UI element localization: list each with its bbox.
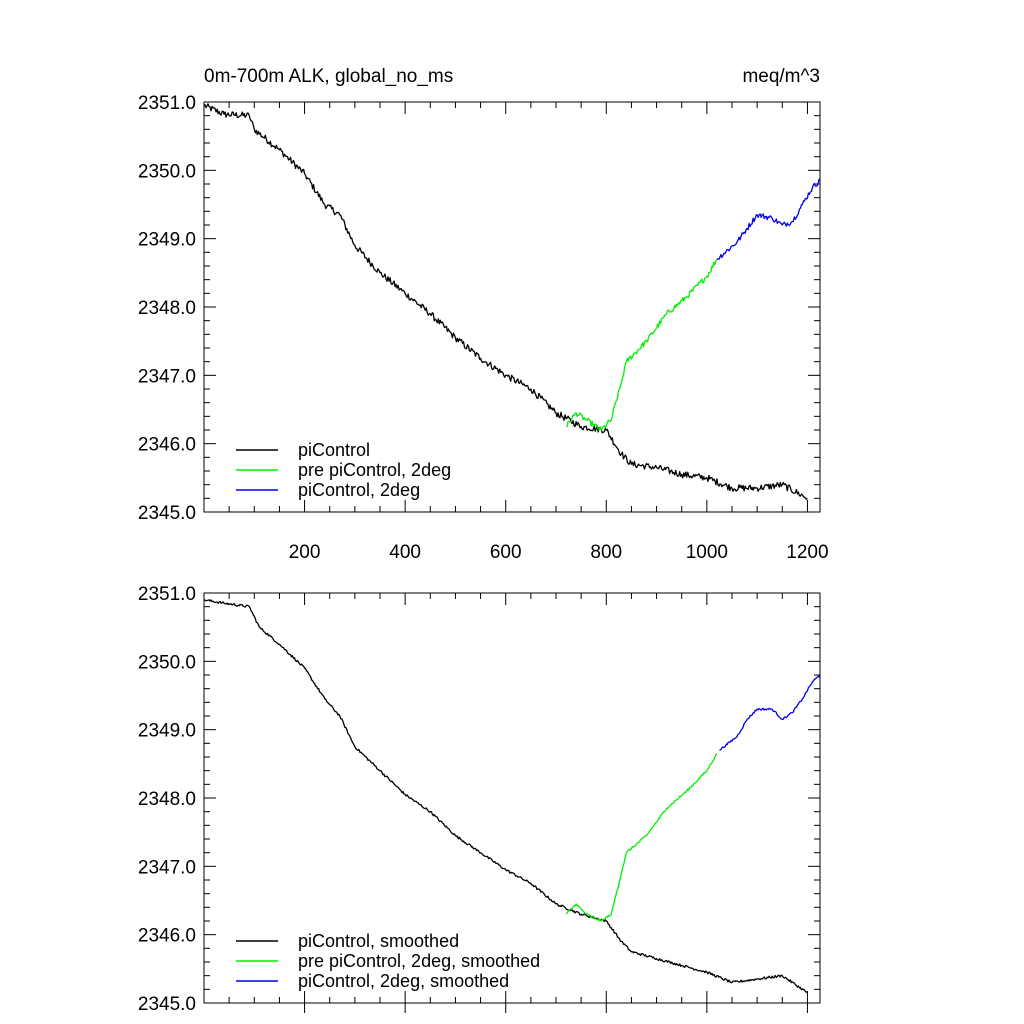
y-tick-label: 2345.0 (138, 994, 196, 1015)
top-chart-series (203, 103, 821, 500)
bottom-chart-ticks (204, 592, 820, 1013)
y-tick-label: 2346.0 (138, 435, 196, 456)
legend-label: piControl, smoothed (298, 931, 459, 951)
series-line-2 (719, 674, 821, 751)
x-tick-label: 400 (389, 542, 421, 563)
top-chart-y-tick-labels: 2345.0 2346.0 2347.0 2348.0 2349.0 2350.0 2351… (138, 93, 196, 524)
series-line-2 (716, 178, 821, 260)
top-chart-ticks (204, 101, 820, 513)
y-tick-label: 2346.0 (138, 926, 196, 947)
top-chart-frame (203, 101, 821, 513)
y-tick-label: 2349.0 (138, 721, 196, 742)
series-line-0 (203, 103, 808, 500)
y-tick-label: 2347.0 (138, 857, 196, 878)
series-line-0 (203, 599, 808, 994)
x-tick-label: 600 (490, 542, 522, 563)
series-line-1 (566, 258, 718, 431)
x-tick-label: 800 (590, 542, 622, 563)
y-tick-label: 2348.0 (138, 789, 196, 810)
top-chart-x-tick-labels: 200 400 600 800 1000 1200 (289, 542, 829, 563)
y-tick-label: 2350.0 (138, 161, 196, 182)
y-tick-label: 2348.0 (138, 298, 196, 319)
y-tick-label: 2350.0 (138, 652, 196, 673)
legend-label: pre piControl, 2deg (298, 460, 451, 480)
x-tick-label: 1200 (786, 542, 828, 563)
y-tick-label: 2347.0 (138, 366, 196, 387)
bottom-chart-panel: 2345.0 2346.0 2347.0 2348.0 2349.0 2350.0 2351… (138, 584, 821, 1015)
x-tick-label: 1000 (686, 542, 728, 563)
top-chart-title-right: meq/m^3 (742, 66, 820, 87)
y-tick-label: 2351.0 (138, 584, 196, 605)
top-chart-panel: 0m-700m ALK, global_no_ms meq/m^3 2345.0… (138, 66, 829, 563)
bottom-chart-series (203, 599, 821, 994)
y-tick-label: 2349.0 (138, 230, 196, 251)
legend-label: piControl (298, 440, 370, 460)
y-tick-label: 2345.0 (138, 503, 196, 524)
y-tick-label: 2351.0 (138, 93, 196, 114)
bottom-chart-y-tick-labels: 2345.0 2346.0 2347.0 2348.0 2349.0 2350.0 2351… (138, 584, 196, 1015)
x-tick-label: 200 (289, 542, 321, 563)
top-chart-title-left: 0m-700m ALK, global_no_ms (204, 66, 453, 87)
bottom-chart-frame (203, 592, 821, 1004)
legend-label: piControl, 2deg (298, 480, 420, 500)
legend-label: piControl, 2deg, smoothed (298, 971, 509, 991)
legend-label: pre piControl, 2deg, smoothed (298, 951, 540, 971)
series-line-1 (565, 753, 718, 922)
